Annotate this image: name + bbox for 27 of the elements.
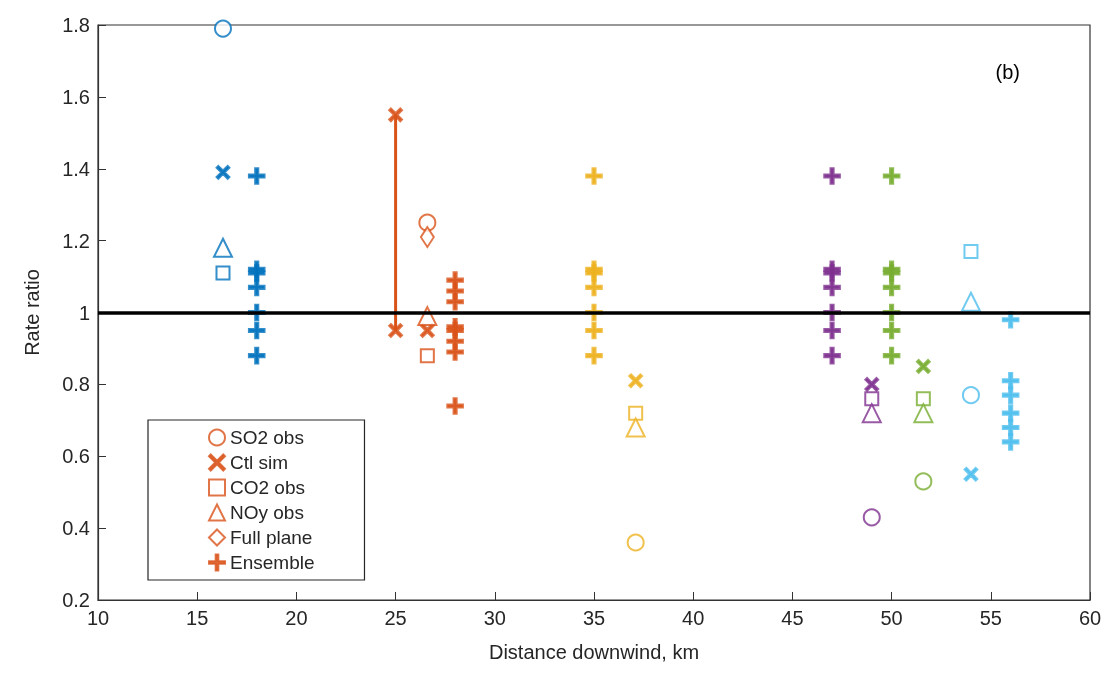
y-tick-label: 0.8 — [62, 373, 90, 396]
y-tick-label: 1.2 — [62, 229, 90, 252]
x-tick-label: 15 — [186, 607, 209, 629]
x-tick-label: 45 — [781, 607, 804, 629]
x-axis-title: Distance downwind, km — [488, 641, 700, 663]
legend-label: Ensemble — [230, 552, 315, 573]
y-tick-label: 1.8 — [62, 14, 90, 36]
y-tick-label: 1.6 — [62, 85, 90, 108]
legend-label: Ctl sim — [230, 452, 289, 473]
y-tick-label: 1.4 — [62, 157, 90, 180]
x-tick-label: 30 — [483, 607, 506, 629]
annotation: (b) — [995, 61, 1021, 83]
y-tick-label: 0.4 — [62, 517, 90, 540]
x-tick-label: 55 — [979, 607, 1002, 629]
legend-label: Full plane — [230, 527, 313, 548]
y-axis-title: Rate ratio — [21, 269, 43, 356]
x-tick-label: 50 — [880, 607, 903, 629]
legend-label: CO2 obs — [230, 477, 305, 498]
x-tick-label: 35 — [582, 607, 606, 629]
y-tick-label: 0.6 — [62, 445, 90, 468]
legend-label: NOy obs — [230, 502, 304, 523]
y-tick-label: 1 — [78, 301, 90, 324]
x-tick-label: 20 — [285, 607, 308, 629]
legend-label: SO2 obs — [230, 427, 304, 448]
x-tick-label: 60 — [1078, 607, 1102, 629]
x-tick-label: 40 — [682, 607, 705, 629]
x-tick-label: 25 — [384, 607, 407, 629]
